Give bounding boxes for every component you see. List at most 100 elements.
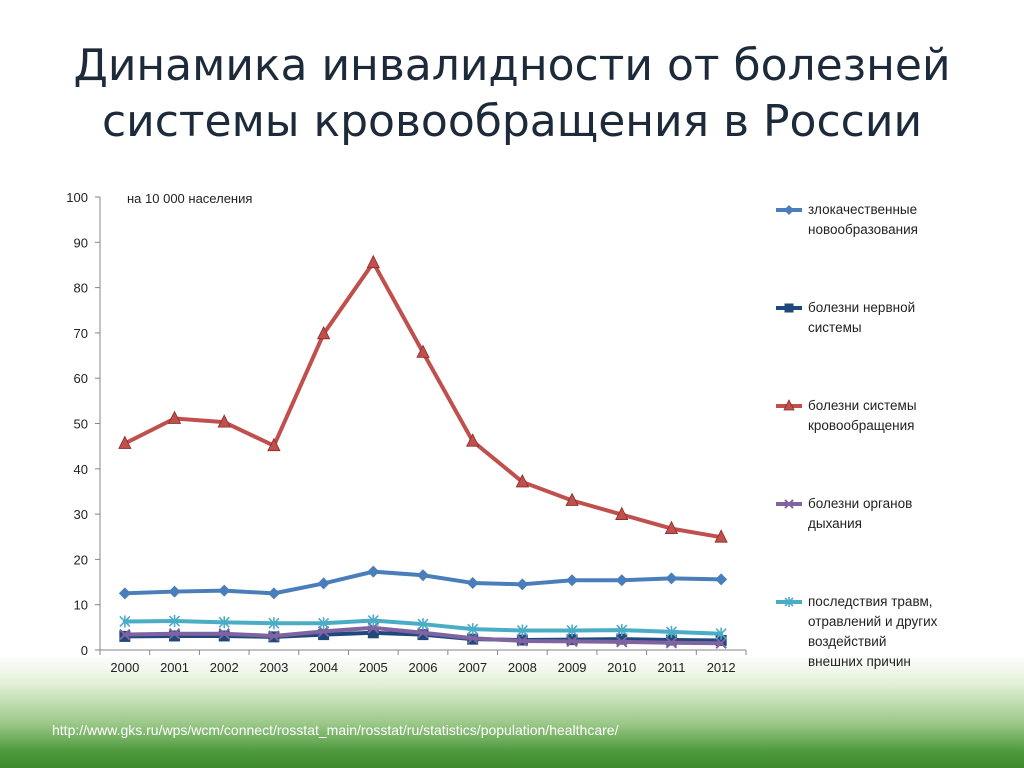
x-tick-label: 2000 <box>110 660 139 675</box>
data-point <box>516 578 529 591</box>
data-point <box>467 623 479 636</box>
legend-label-line: болезни системы <box>808 398 917 413</box>
series-line <box>122 260 724 540</box>
series-group <box>118 254 728 543</box>
series-layer <box>118 254 728 649</box>
data-point <box>616 624 628 637</box>
data-point <box>169 630 181 642</box>
legend-label: болезни органов дыхания <box>808 494 1008 534</box>
data-point <box>784 303 794 313</box>
data-point <box>784 205 794 215</box>
data-point <box>417 627 429 639</box>
y-tick-label: 80 <box>74 281 88 296</box>
data-point <box>168 585 181 598</box>
data-point <box>318 629 330 641</box>
y-tick-label: 90 <box>74 235 88 250</box>
data-point <box>665 637 678 649</box>
x-tick-label: 2005 <box>359 660 388 675</box>
legend-marker-icon <box>784 303 794 313</box>
y-tick-label: 10 <box>74 598 88 613</box>
data-point <box>118 587 131 600</box>
data-point <box>168 615 181 628</box>
data-point <box>417 569 429 582</box>
data-point <box>665 572 678 585</box>
data-point <box>783 399 795 411</box>
legend-label-line: злокачественные <box>808 202 918 217</box>
data-point <box>784 597 794 607</box>
x-tick-label: 2010 <box>607 660 636 675</box>
data-point <box>268 617 280 630</box>
slide-title: Динамика инвалидности от болезней систем… <box>0 38 1024 150</box>
series-group <box>118 565 728 600</box>
legend-label-line: новообразования <box>808 222 918 237</box>
y-tick-label: 0 <box>81 643 88 658</box>
y-tick-label: 60 <box>74 371 88 386</box>
data-point <box>367 614 379 627</box>
data-point <box>218 630 230 642</box>
data-point <box>516 635 529 647</box>
bottom-gradient-band <box>0 655 1024 768</box>
y-tick-label: 40 <box>74 462 88 477</box>
data-point <box>616 633 628 645</box>
x-tick-label: 2008 <box>508 660 537 675</box>
series-group <box>119 614 727 640</box>
y-tick-label: 20 <box>74 552 88 567</box>
data-point <box>665 625 678 638</box>
data-point <box>615 506 629 520</box>
x-tick-label: 2001 <box>160 660 189 675</box>
legend-label-line: кровообращения <box>808 418 915 433</box>
slide-title-line-2: системы кровообращения в России <box>101 96 923 147</box>
x-tick-label: 2003 <box>259 660 288 675</box>
data-point <box>566 635 578 648</box>
legend-label: злокачественные новообразования <box>808 200 1008 240</box>
legend-label: последствия травм, отравлений и других воз… <box>808 592 1008 672</box>
data-point <box>317 577 330 590</box>
data-point <box>784 499 794 509</box>
legend-label: болезни системы кровообращения <box>808 396 1008 436</box>
legend-label-line: дыхания <box>808 516 862 531</box>
data-point <box>566 624 578 637</box>
data-point <box>516 624 528 637</box>
x-tick-label: 2012 <box>707 660 736 675</box>
legend-marker-icon <box>784 205 794 215</box>
data-point <box>664 520 679 534</box>
x-tick-label: 2004 <box>309 660 338 675</box>
y-tick-label: 100 <box>66 190 88 205</box>
data-point <box>515 474 530 488</box>
data-point <box>466 632 479 644</box>
slide-title-line-1: Динамика инвалидности от болезней <box>73 40 951 91</box>
data-point <box>218 627 230 640</box>
data-point <box>615 574 628 587</box>
data-point <box>367 627 379 639</box>
data-point <box>119 628 131 641</box>
data-point <box>665 634 677 646</box>
y-tick-label: 50 <box>74 417 88 432</box>
data-point <box>317 625 330 638</box>
x-tick-label: 2011 <box>657 660 685 675</box>
data-point <box>268 630 280 642</box>
data-point <box>218 584 231 597</box>
data-point <box>466 433 480 447</box>
data-point <box>118 435 132 449</box>
legend-marker-icon <box>784 597 794 607</box>
data-point <box>119 615 131 628</box>
data-point <box>217 414 231 428</box>
data-point <box>616 636 628 648</box>
data-point <box>715 627 727 640</box>
data-point <box>566 574 579 587</box>
legend-label-line: последствия травм, <box>808 594 933 609</box>
data-point <box>466 576 479 589</box>
legend-marker-icon <box>784 499 794 509</box>
data-point <box>367 565 380 578</box>
chart-annotation: на 10 000 населения <box>127 191 252 206</box>
data-point <box>267 437 281 452</box>
data-point <box>715 634 727 646</box>
data-point <box>565 492 579 506</box>
data-point <box>715 637 727 649</box>
legend-label: болезни нервной системы <box>808 298 1008 338</box>
legend-marker-icon <box>783 399 795 411</box>
x-tick-label: 2009 <box>558 660 587 675</box>
y-axis: 0 10 20 30 40 50 60 70 80 90 100 <box>66 190 101 658</box>
y-tick-label: 30 <box>74 507 88 522</box>
legend-label-line: болезни нервной <box>808 300 916 315</box>
